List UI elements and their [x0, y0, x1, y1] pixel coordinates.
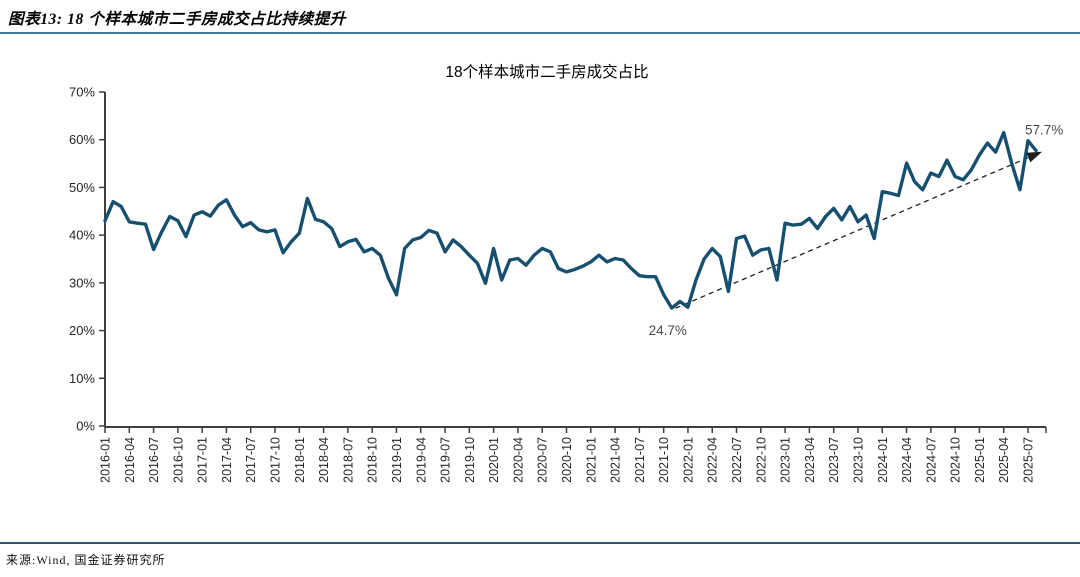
x-tick-label: 2025-01 — [973, 437, 987, 483]
trend-dashed-line — [675, 156, 1029, 309]
x-tick-label: 2020-04 — [511, 437, 525, 483]
series-line — [103, 130, 1038, 310]
x-tick-label: 2025-04 — [997, 437, 1011, 483]
x-tick-label: 2017-01 — [196, 437, 210, 483]
x-tick-label: 2021-10 — [657, 437, 671, 483]
x-tick-label: 2021-07 — [633, 437, 647, 483]
x-tick-label: 2019-04 — [414, 437, 428, 483]
source-note: 来源:Wind, 国金证券研究所 — [6, 553, 166, 567]
x-tick-label: 2023-01 — [779, 437, 793, 483]
chart-title: 18个样本城市二手房成交占比 — [445, 63, 648, 81]
figure-caption: 图表13: 18 个样本城市二手房成交占比持续提升 — [8, 11, 346, 28]
x-tick-label: 2017-10 — [269, 437, 283, 483]
x-tick-label: 2024-01 — [876, 437, 890, 483]
x-tick-label: 2020-07 — [536, 437, 550, 483]
x-tick-label: 2024-07 — [924, 437, 938, 483]
y-tick-label: 20% — [69, 323, 95, 338]
x-tick-label: 2017-04 — [220, 437, 234, 483]
x-tick-label: 2016-07 — [147, 437, 161, 483]
x-tick-label: 2019-01 — [390, 437, 404, 483]
data-label: 24.7% — [649, 323, 687, 338]
x-tick-label: 2016-01 — [99, 437, 113, 483]
x-tick-label: 2018-10 — [366, 437, 380, 483]
x-tick-label: 2019-10 — [463, 437, 477, 483]
x-tick-label: 2023-04 — [803, 437, 817, 483]
x-tick-label: 2024-10 — [949, 437, 963, 483]
y-tick-label: 40% — [69, 228, 95, 243]
x-tick-label: 2020-10 — [560, 437, 574, 483]
data-label: 57.7% — [1025, 123, 1063, 138]
x-tick-label: 2016-10 — [171, 437, 185, 483]
x-tick-label: 2019-07 — [439, 437, 453, 483]
x-tick-label: 2022-01 — [681, 437, 695, 483]
y-tick-label: 60% — [69, 132, 95, 147]
x-tick-label: 2018-07 — [341, 437, 355, 483]
x-tick-label: 2016-04 — [123, 437, 137, 483]
x-tick-label: 2018-01 — [293, 437, 307, 483]
line-chart: 18个样本城市二手房成交占比 0% 10% 20% 30% 40% 50% 60% 70% 201… — [69, 63, 1063, 483]
footer-divider — [0, 542, 1080, 544]
x-tick-label: 2023-07 — [827, 437, 841, 483]
y-tick-label: 70% — [69, 85, 95, 100]
x-tick-label: 2020-01 — [487, 437, 501, 483]
x-tick-label: 2017-07 — [244, 437, 258, 483]
x-tick-label: 2022-10 — [754, 437, 768, 483]
x-tick-label: 2024-04 — [900, 437, 914, 483]
caption-divider — [0, 32, 1080, 34]
x-tick-label: 2025-07 — [1022, 437, 1036, 483]
y-tick-label: 50% — [69, 180, 95, 195]
y-tick-label: 10% — [69, 371, 95, 386]
x-tick-label: 2023-10 — [851, 437, 865, 483]
trend-arrowhead — [1026, 151, 1043, 163]
x-tick-label: 2021-04 — [609, 437, 623, 483]
x-tick-label: 2018-04 — [317, 437, 331, 483]
y-tick-label: 0% — [76, 419, 95, 434]
x-tick-label: 2022-04 — [706, 437, 720, 483]
x-tick-label: 2022-07 — [730, 437, 744, 483]
x-tick-label: 2021-01 — [584, 437, 598, 483]
y-tick-label: 30% — [69, 275, 95, 290]
